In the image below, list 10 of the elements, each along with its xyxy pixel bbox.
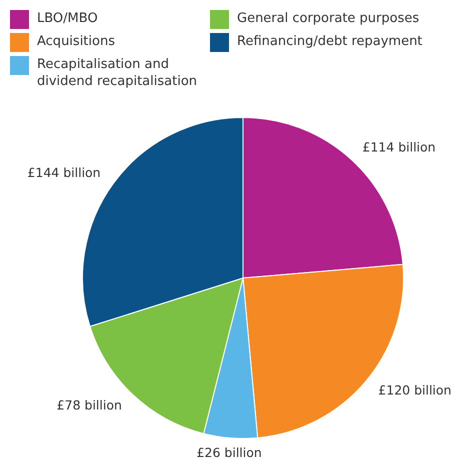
legend-label: Acquisitions <box>37 33 115 50</box>
legend-label: LBO/MBO <box>37 10 98 27</box>
data-label: £144 billion <box>27 164 101 180</box>
data-label: £78 billion <box>56 398 122 413</box>
data-label: £120 billion <box>378 382 452 398</box>
legend-label: Recapitalisation and dividend recapitalisation <box>37 56 198 90</box>
legend-label: General corporate purposes <box>237 10 420 27</box>
data-label: £114 billion <box>362 139 436 154</box>
data-label: £26 billion <box>196 445 262 460</box>
legend-label: Refinancing/debt repayment <box>237 33 422 50</box>
